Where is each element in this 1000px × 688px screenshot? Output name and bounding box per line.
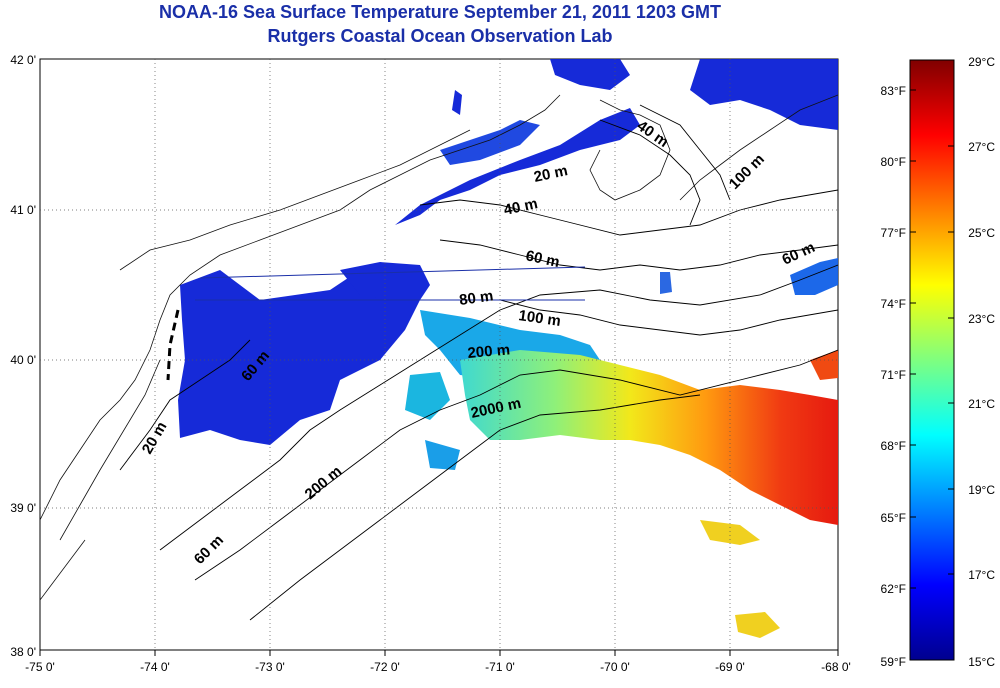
graticule — [40, 59, 838, 650]
lon-tick-label: -71 0' — [485, 660, 515, 674]
celsius-label: 25°C — [968, 226, 995, 240]
fahrenheit-label: 71°F — [881, 368, 906, 382]
lat-tick-label: 38 0' — [10, 645, 36, 659]
contour-label: 60 m — [524, 247, 561, 271]
lat-tick-label: 41 0' — [10, 203, 36, 217]
lat-tick-label: 42 0' — [10, 53, 36, 67]
lon-tick-label: -70 0' — [600, 660, 630, 674]
axis-ticks — [39, 650, 839, 656]
map-subtitle: Rutgers Coastal Ocean Observation Lab — [267, 26, 613, 46]
contour-label: 20 m — [532, 162, 569, 186]
celsius-label: 27°C — [968, 140, 995, 154]
lat-tick-label: 39 0' — [10, 501, 36, 515]
transects — [195, 266, 586, 301]
sst-warm-region — [460, 350, 838, 525]
fahrenheit-label: 83°F — [881, 84, 906, 98]
fahrenheit-label: 68°F — [881, 439, 906, 453]
lon-tick-label: -72 0' — [370, 660, 400, 674]
celsius-label: 23°C — [968, 312, 995, 326]
fahrenheit-label: 65°F — [881, 511, 906, 525]
bathymetry-contours — [119, 104, 838, 621]
colorbar — [909, 59, 955, 661]
fahrenheit-label: 77°F — [881, 226, 906, 240]
map-frame — [39, 58, 839, 651]
fahrenheit-label: 80°F — [881, 155, 906, 169]
fahrenheit-label: 59°F — [881, 655, 906, 669]
lon-tick-label: -69 0' — [715, 660, 745, 674]
celsius-label: 29°C — [968, 55, 995, 69]
celsius-label: 15°C — [968, 655, 995, 669]
celsius-label: 19°C — [968, 483, 995, 497]
celsius-label: 17°C — [968, 568, 995, 582]
contour-label: 200 m — [467, 341, 511, 362]
lat-tick-label: 40 0' — [10, 353, 36, 367]
sst-warm-patch — [810, 350, 838, 380]
fahrenheit-label: 62°F — [881, 582, 906, 596]
map-title: NOAA-16 Sea Surface Temperature Septembe… — [159, 2, 721, 22]
lon-tick-label: -68 0' — [821, 660, 851, 674]
contour-label: 100 m — [517, 307, 561, 330]
dashed-transect — [166, 309, 180, 381]
contour-label: 80 m — [458, 287, 494, 309]
lon-tick-label: -74 0' — [140, 660, 170, 674]
fahrenheit-label: 74°F — [881, 297, 906, 311]
coastline — [40, 94, 838, 601]
lon-tick-label: -73 0' — [255, 660, 285, 674]
lon-tick-label: -75 0' — [25, 660, 55, 674]
colorbar-ticks — [910, 89, 954, 589]
sst-cold-region — [178, 59, 838, 445]
contour-label: 40 m — [502, 195, 539, 219]
celsius-label: 21°C — [968, 397, 995, 411]
